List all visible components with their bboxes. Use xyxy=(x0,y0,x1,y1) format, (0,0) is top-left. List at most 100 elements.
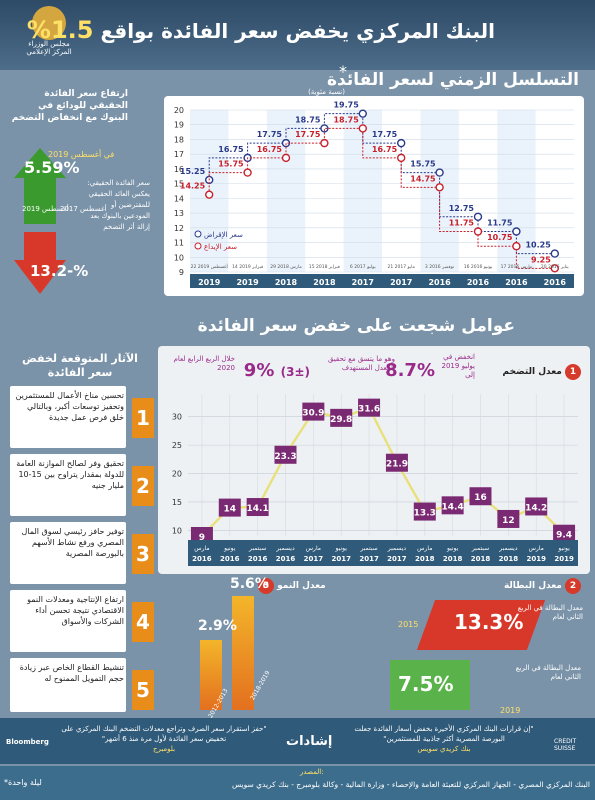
unemployment-note-1: معدل البطالة في الربع الثاني لعام xyxy=(517,604,583,621)
data-point xyxy=(435,183,444,192)
x-month-label: ديسمبر xyxy=(498,545,518,552)
page-title: البنك المركزي يخفض سعر الفائدة بواقع 1.5… xyxy=(27,16,495,44)
data-point xyxy=(473,227,483,236)
praise-title: إشادات xyxy=(286,734,333,749)
x-year-label: 2018 xyxy=(443,555,463,563)
effect-item: توفير حافز رئيسي لسوق المال المصري ورفع … xyxy=(10,522,158,592)
data-label-box xyxy=(469,487,492,506)
x-year-label: 2018 xyxy=(471,555,491,563)
x-year-label: 2018 xyxy=(275,278,298,287)
data-label: 16.75 xyxy=(218,145,244,154)
data-point xyxy=(396,153,406,163)
x-date-label: 14 فبراير 2019 xyxy=(232,264,263,270)
x-date-label: 29 مارس 2018 xyxy=(270,264,302,270)
x-month-label: سبتمبر xyxy=(359,545,377,552)
data-label: 14 xyxy=(224,505,237,515)
data-label-box xyxy=(274,445,297,464)
legend-deposit-marker xyxy=(194,242,202,250)
inflation-value-1: 8.7% xyxy=(385,360,435,381)
x-month-label: مارس xyxy=(306,545,321,552)
inflation-note-3: خلال الربع الرابع لعام 2020 xyxy=(173,355,235,372)
column-stripe xyxy=(228,110,267,272)
data-label: 10.75 xyxy=(487,233,513,242)
growth-label: 3 معدل النمو xyxy=(258,578,326,594)
data-label: 29.8 xyxy=(330,415,352,425)
data-point xyxy=(512,227,521,236)
data-label: 11.75 xyxy=(449,219,475,228)
real-rate-definition: سعر الفائدة الحقيقي: يعكس العائد الحقيقي… xyxy=(87,179,150,231)
data-point xyxy=(281,153,291,163)
effect-item: ارتفاع الإنتاجية ومعدلات النمو الاقتصادي… xyxy=(10,590,158,660)
data-label: 23.3 xyxy=(274,452,296,462)
praise-bloomberg: "حفز استقرار سعر الصرف وتراجع معدلات الت… xyxy=(61,725,267,753)
data-label: 9 xyxy=(199,533,205,543)
data-label-box xyxy=(553,524,576,543)
y-tick-label: 15 xyxy=(172,498,182,507)
real-rate-up-value: 5.59% xyxy=(24,158,80,177)
data-label: 9.4 xyxy=(556,531,572,541)
x-month-label: يونيو xyxy=(335,545,348,552)
growth-value-1: 2.9% xyxy=(198,618,237,634)
data-point xyxy=(396,138,406,148)
data-label: 15.25 xyxy=(180,167,206,176)
y-tick-label: 11 xyxy=(174,239,184,248)
inflation-note-1: انخفض في يوليو 2019 إلى xyxy=(441,353,475,379)
data-label: 19.75 xyxy=(333,101,359,110)
effect-number: 2 xyxy=(132,466,154,506)
timeseries-panel: 9 10 11 12 13 14 15 16 17 18 19 20 10.25 11.75 12.75 15… xyxy=(164,96,584,296)
factors-title: عوامل شجعت على خفض سعر الفائدة xyxy=(197,316,515,336)
data-label-box xyxy=(441,496,464,515)
x-year-label: 2018 xyxy=(499,555,519,563)
data-label: 18.75 xyxy=(295,115,321,124)
legend-lending: سعر الإقراض xyxy=(204,231,243,239)
data-point xyxy=(320,124,329,133)
source-text: البنك المركزي المصري - الجهاز المركزي لل… xyxy=(231,780,590,789)
x-month-label: مارس xyxy=(194,545,209,552)
data-label: 16 xyxy=(474,493,487,503)
data-label: 14.25 xyxy=(180,182,206,191)
data-point xyxy=(281,138,291,148)
data-label: 14.2 xyxy=(525,503,547,513)
effects-title: الآثار المتوقعة لخفض سعر الفائدة xyxy=(22,352,138,379)
x-month-label: مارس xyxy=(417,545,432,552)
y-tick-label: 15 xyxy=(174,180,184,189)
data-point xyxy=(550,264,559,273)
data-label: 18.75 xyxy=(333,115,359,124)
source-label: المصدر: xyxy=(300,768,324,776)
data-label: 21.9 xyxy=(386,460,408,470)
data-label-box xyxy=(497,509,520,528)
y-tick-label: 30 xyxy=(172,413,182,422)
unemployment-year-2: 2019 xyxy=(500,706,521,715)
growth-value-2: 5.6% xyxy=(230,576,269,592)
year-label-2019: أغسطس 2019 xyxy=(22,205,69,213)
effect-text: تنشيط القطاع الخاص عبر زيادة حجم التمويل… xyxy=(19,663,124,683)
x-date-label: 15 فبراير 2018 xyxy=(309,264,340,270)
x-year-label: 2019 xyxy=(554,555,574,563)
y-tick-label: 18 xyxy=(174,135,184,144)
data-label: 13.3 xyxy=(414,509,436,519)
legend-lending-marker xyxy=(194,230,202,238)
data-label: 12.75 xyxy=(449,204,475,213)
data-point xyxy=(435,168,444,177)
header-band xyxy=(0,0,595,70)
x-date-label: 21 مايو 2017 xyxy=(387,264,415,270)
unemployment-label: معدل البطالة 2 xyxy=(504,578,581,594)
effect-text: تحسين مناخ الأعمال للمستثمرين وتحفيز توس… xyxy=(15,391,124,422)
x-year-label: 2017 xyxy=(304,555,324,563)
effect-item: تنشيط القطاع الخاص عبر زيادة حجم التمويل… xyxy=(10,658,158,718)
credit-suisse-logo: CREDIT SUISSE xyxy=(554,738,577,752)
data-label-box xyxy=(218,498,241,517)
x-year-label: 2017 xyxy=(359,555,379,563)
effect-number: 4 xyxy=(132,602,154,642)
x-month-label: يونيو xyxy=(557,545,570,552)
effect-number: 1 xyxy=(132,398,154,438)
x-year-label: 2016 xyxy=(505,278,528,287)
data-point xyxy=(473,212,483,221)
column-stripe xyxy=(458,110,498,272)
effect-text: توفير حافز رئيسي لسوق المال المصري ورفع … xyxy=(21,527,124,558)
unemployment-value-2019: 7.5% xyxy=(398,672,454,696)
x-date-label: 6 يوليو 2017 xyxy=(350,264,377,270)
timeseries-title: التسلسل الزمني لسعر الفائدة xyxy=(327,70,579,90)
y-tick-label: 20 xyxy=(174,106,184,115)
y-tick-label: 9 xyxy=(179,268,184,277)
